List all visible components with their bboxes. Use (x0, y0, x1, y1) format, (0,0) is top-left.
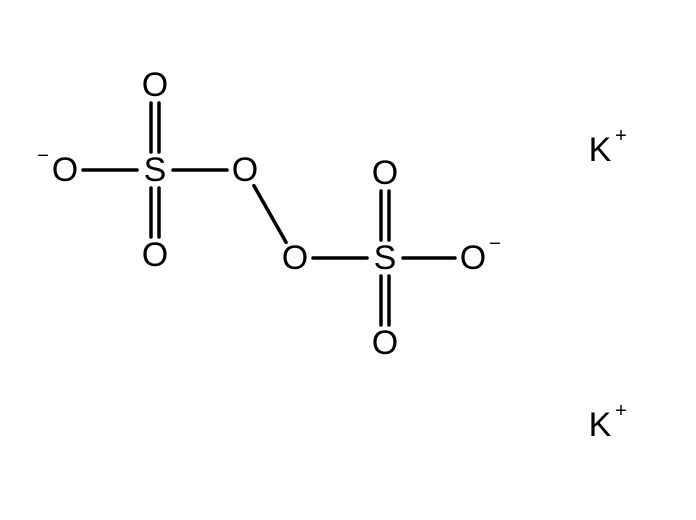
atom-O2r: O (460, 239, 486, 277)
atom-O1l: O (52, 151, 78, 189)
bond-line (254, 186, 286, 243)
atom-O1b: O (142, 236, 168, 274)
atom-Obr2: O (282, 239, 308, 277)
atom-S1: S (144, 151, 167, 189)
charge-K1: + (615, 125, 627, 147)
charge-O2r: − (489, 233, 501, 255)
atom-O1t: O (142, 66, 168, 104)
atom-K1: K (589, 131, 612, 169)
atom-Obr1: O (232, 151, 258, 189)
charge-K2: + (615, 400, 627, 422)
atom-S2: S (374, 239, 397, 277)
charge-O1l: − (37, 145, 49, 167)
molecule-diagram: OO−SOOOOSO−OK+K+ (0, 0, 696, 520)
atom-O2t: O (372, 154, 398, 192)
atom-O2b: O (372, 324, 398, 362)
atom-K2: K (589, 406, 612, 444)
